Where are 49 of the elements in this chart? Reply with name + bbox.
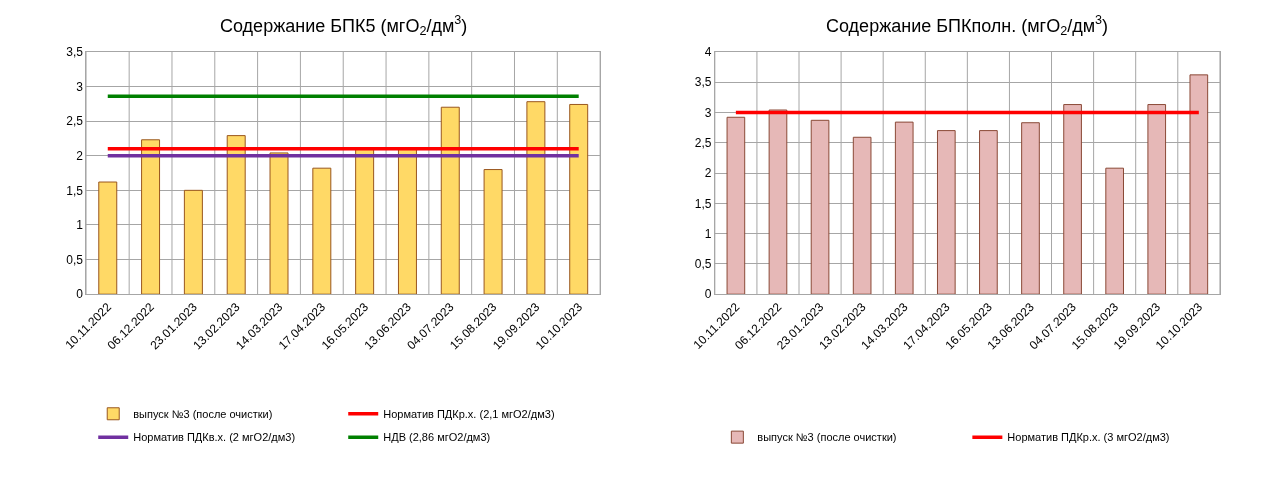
y-tick-label: 0,5 xyxy=(66,252,84,267)
bar xyxy=(1021,122,1040,295)
y-tick-label: 2 xyxy=(76,148,84,163)
bar xyxy=(312,167,332,295)
bar xyxy=(768,109,788,295)
y-tick-label: 3,5 xyxy=(66,45,84,60)
bar xyxy=(483,169,503,295)
y-tick-label: 3 xyxy=(704,105,712,120)
legend-label: Норматив ПДКв.х. (2 мгO2/дм3) xyxy=(133,431,296,444)
bar xyxy=(1147,104,1167,295)
chart-title: Содержание БПК5 (мгO$_{2}$/дм$^{3}$) xyxy=(220,13,468,39)
bar xyxy=(440,106,460,295)
y-tick-label: 2,5 xyxy=(694,135,712,150)
bar xyxy=(269,152,289,295)
y-tick-label: 1 xyxy=(704,226,712,241)
bar xyxy=(936,130,956,295)
bar xyxy=(355,148,375,295)
bar xyxy=(1063,104,1082,295)
bar xyxy=(183,189,203,295)
bar xyxy=(726,116,746,295)
bar xyxy=(852,136,872,295)
legend-label: выпуск №3 (после очистки) xyxy=(133,408,273,421)
bar xyxy=(569,103,589,295)
y-tick-label: 3,5 xyxy=(694,75,712,90)
bar xyxy=(810,119,830,295)
legend-label: Норматив ПДКр.х. (2,1 мгO2/дм3) xyxy=(383,408,555,421)
y-tick-label: 0 xyxy=(704,287,712,302)
legend-label: выпуск №3 (после очистки) xyxy=(757,431,897,444)
bar xyxy=(98,181,118,295)
bar xyxy=(979,130,998,295)
bar xyxy=(397,148,417,295)
y-tick-label: 2,5 xyxy=(66,114,84,129)
bar xyxy=(1105,167,1124,295)
y-tick-label: 0,5 xyxy=(694,257,712,272)
legend-label: Норматив ПДКр.х. (3 мгO2/дм3) xyxy=(1007,431,1170,444)
bar xyxy=(226,135,246,295)
legend-label: НДВ (2,86 мгO2/дм3) xyxy=(383,431,491,444)
chart-title: Содержание БПКполн. (мгO$_{2}$/дм$^{3}$) xyxy=(826,13,1109,39)
y-tick-label: 1,5 xyxy=(694,196,712,211)
bar xyxy=(526,101,546,295)
bar xyxy=(141,139,161,295)
y-tick-label: 1 xyxy=(76,218,84,233)
y-tick-label: 4 xyxy=(704,45,712,60)
y-tick-label: 0 xyxy=(76,287,84,302)
bar xyxy=(1189,74,1209,295)
y-tick-label: 3 xyxy=(76,79,84,94)
y-tick-label: 1,5 xyxy=(66,183,84,198)
bar xyxy=(894,121,914,295)
y-tick-label: 2 xyxy=(704,166,712,181)
